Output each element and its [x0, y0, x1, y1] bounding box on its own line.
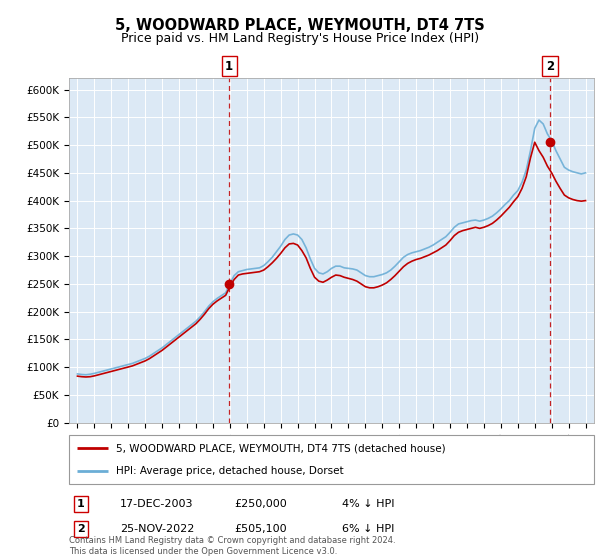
Text: 6% ↓ HPI: 6% ↓ HPI — [342, 524, 394, 534]
Text: 5, WOODWARD PLACE, WEYMOUTH, DT4 7TS: 5, WOODWARD PLACE, WEYMOUTH, DT4 7TS — [115, 18, 485, 32]
Text: 17-DEC-2003: 17-DEC-2003 — [120, 499, 193, 509]
Text: £505,100: £505,100 — [234, 524, 287, 534]
Text: 25-NOV-2022: 25-NOV-2022 — [120, 524, 194, 534]
Text: HPI: Average price, detached house, Dorset: HPI: Average price, detached house, Dors… — [116, 466, 344, 476]
Text: Contains HM Land Registry data © Crown copyright and database right 2024.
This d: Contains HM Land Registry data © Crown c… — [69, 536, 395, 556]
Text: £250,000: £250,000 — [234, 499, 287, 509]
Text: 2: 2 — [77, 524, 85, 534]
Text: 1: 1 — [225, 60, 233, 73]
FancyBboxPatch shape — [69, 435, 594, 484]
Text: 5, WOODWARD PLACE, WEYMOUTH, DT4 7TS (detached house): 5, WOODWARD PLACE, WEYMOUTH, DT4 7TS (de… — [116, 444, 446, 454]
Text: 4% ↓ HPI: 4% ↓ HPI — [342, 499, 395, 509]
Text: Price paid vs. HM Land Registry's House Price Index (HPI): Price paid vs. HM Land Registry's House … — [121, 31, 479, 45]
Text: 2: 2 — [546, 60, 554, 73]
Text: 1: 1 — [77, 499, 85, 509]
